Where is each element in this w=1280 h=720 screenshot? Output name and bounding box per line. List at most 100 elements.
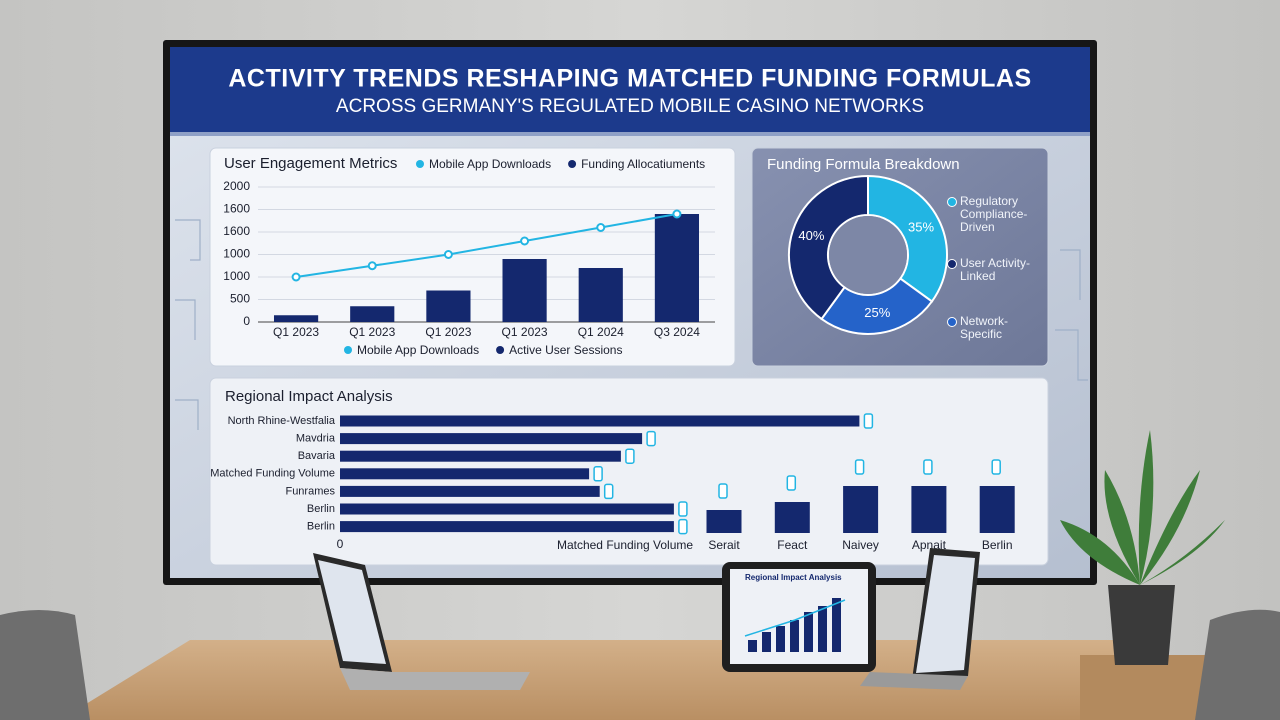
tablet-title: Regional Impact Analysis <box>745 573 842 582</box>
legend-label: Active User Sessions <box>509 343 622 357</box>
legend-label: Mobile App Downloads <box>357 343 479 357</box>
bar <box>578 268 623 322</box>
chart-title: User Engagement Metrics <box>224 155 397 172</box>
title: ACTIVITY TRENDS RESHAPING MATCHED FUNDIN… <box>228 65 1031 93</box>
legend-swatch <box>568 160 577 168</box>
bar <box>426 290 471 322</box>
subtitle: ACROSS GERMANY'S REGULATED MOBILE CASINO… <box>336 96 924 117</box>
y-tick-label: Matched Funding Volume <box>210 468 335 480</box>
donut-hole <box>829 216 907 294</box>
legend-swatch <box>947 259 957 269</box>
bar <box>654 214 700 322</box>
laptop-left-base <box>340 668 530 690</box>
phone-icon <box>625 448 635 464</box>
donut-slice <box>788 174 869 321</box>
bar <box>340 415 860 427</box>
header-rule <box>170 132 1090 136</box>
x-tick-label: Q1 2023 <box>425 325 471 339</box>
laptop-left-display <box>318 560 386 664</box>
chart-title: Regional Impact Analysis <box>225 388 393 405</box>
phone-icon <box>593 466 603 482</box>
line-point <box>672 209 682 219</box>
bar <box>340 468 590 480</box>
phone-icon <box>678 501 688 517</box>
plant-pot <box>1108 585 1175 665</box>
legend-swatch <box>416 160 424 168</box>
y-tick-label: North Rhine-Westfalia <box>228 415 336 427</box>
bar <box>911 486 947 533</box>
phone-icon <box>854 459 865 475</box>
x-tick-label: Q3 2024 <box>654 325 700 339</box>
header-band <box>170 47 1090 132</box>
y-tick-label: 1000 <box>223 269 250 283</box>
y-tick-label: 1600 <box>223 202 250 216</box>
chair-left <box>0 610 90 720</box>
y-tick-label: 2000 <box>223 179 250 193</box>
x-tick-label: Serait <box>708 538 740 552</box>
chart-title: Funding Formula Breakdown <box>767 156 960 173</box>
legend-swatch <box>344 346 352 354</box>
legend-label: Funding Allocatiuments <box>581 157 705 171</box>
laptop-right-display <box>916 555 975 673</box>
line-point <box>443 250 453 259</box>
y-tick-label: 500 <box>230 292 250 306</box>
bar <box>273 315 319 322</box>
x-tick-label: Q1 2023 <box>502 325 548 339</box>
x-tick-label: Berlin <box>982 538 1013 552</box>
donut-slice <box>867 174 948 303</box>
y-tick-label: Mavdria <box>296 433 336 445</box>
bar <box>706 510 742 533</box>
slice-label: 35% <box>908 219 934 234</box>
line-point <box>367 261 377 271</box>
x-tick-label: Q1 2023 <box>349 325 395 339</box>
phone-icon <box>923 459 933 475</box>
slice-label: 25% <box>864 305 890 320</box>
charts: User Engagement Metrics 0 500 1000 1000 1600 1… <box>210 155 1015 552</box>
bar <box>340 450 621 462</box>
phone-icon <box>991 459 1001 475</box>
phone-icon <box>678 518 688 535</box>
x-tick-label: Q1 2024 <box>578 325 624 339</box>
y-tick-label: 1600 <box>223 224 250 238</box>
y-tick-label: 0 <box>243 314 250 328</box>
chair-right <box>1195 609 1280 720</box>
y-tick-label: 1000 <box>223 247 250 261</box>
y-tick-label: Berlin <box>307 503 335 515</box>
x-tick-label: Q1 2023 <box>273 325 319 339</box>
phone-icon <box>863 413 874 429</box>
legend-label: User Activity-Linked <box>960 256 1031 283</box>
line <box>295 213 678 278</box>
legend-label: Mobile App Downloads <box>429 157 551 171</box>
donut-slice <box>820 277 934 335</box>
bar <box>340 485 600 497</box>
phone-icon <box>718 483 728 499</box>
bar <box>502 259 547 322</box>
legend-swatch <box>947 317 957 327</box>
plant-leaves <box>1060 430 1225 585</box>
y-tick-label: Berlin <box>307 521 335 533</box>
legend-item: Network-Specific <box>947 314 1048 341</box>
bar <box>774 502 810 533</box>
tablet-bars <box>748 598 841 652</box>
line-point <box>520 236 530 246</box>
tablet-line <box>744 599 846 637</box>
bar <box>843 486 879 533</box>
circuit-decor <box>175 219 1088 430</box>
legend-item: User Activity-Linked <box>947 256 1048 283</box>
phone-icon <box>603 483 614 500</box>
x-axis-label: Matched Funding Volume <box>557 538 693 552</box>
x-tick-label: Naivey <box>842 538 879 552</box>
legend-swatch <box>947 197 957 207</box>
line-point <box>596 223 606 232</box>
bar <box>340 433 643 445</box>
phone-icon <box>786 475 797 491</box>
legend-label: Regulatory Compliance-Driven <box>960 194 1028 234</box>
legend-label: Network-Specific <box>960 314 1009 341</box>
bar <box>979 486 1015 533</box>
laptop-right-base <box>860 672 968 690</box>
bar <box>350 306 395 322</box>
line-point <box>291 272 301 282</box>
slice-label: 40% <box>798 228 824 243</box>
